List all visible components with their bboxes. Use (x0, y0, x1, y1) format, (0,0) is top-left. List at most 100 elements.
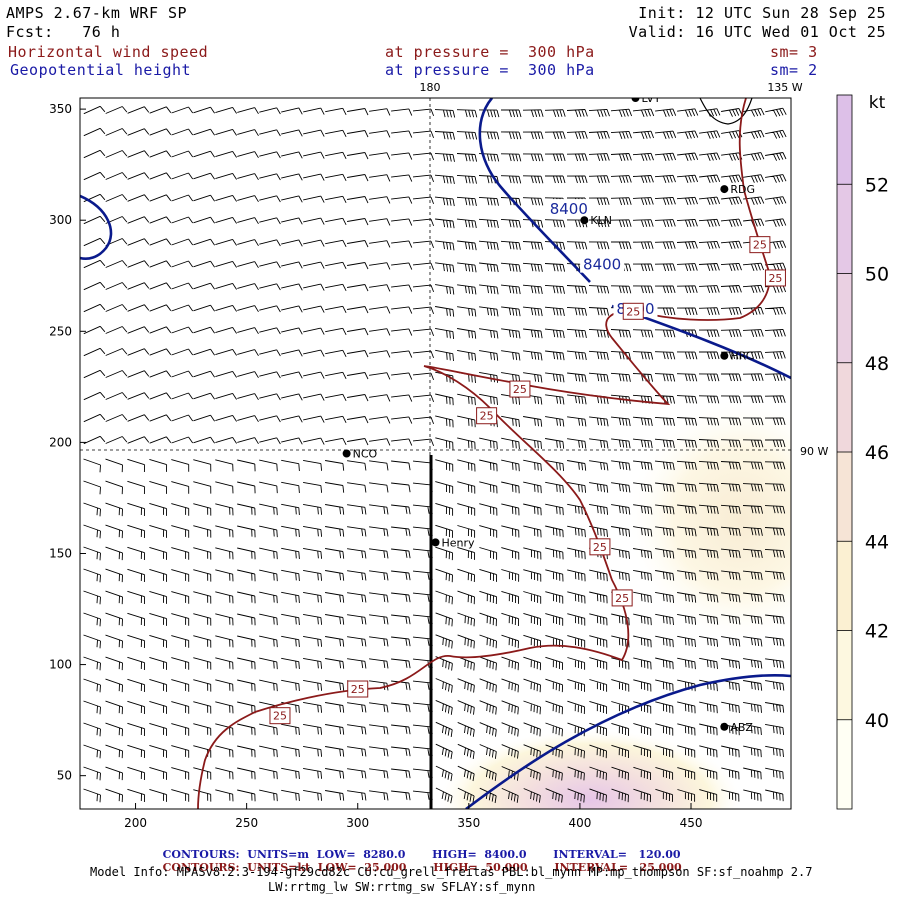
colorbar-band (837, 184, 852, 274)
speed-contour-label: 25 (593, 541, 607, 554)
contour-units: UNITS=m (247, 848, 310, 861)
colorbar-band (837, 452, 852, 542)
x-tick-label: 300 (346, 816, 369, 830)
lon-label-135w: 135 W (767, 81, 802, 94)
colorbar-tick-label: 48 (865, 353, 889, 375)
speed-label-box (764, 269, 786, 287)
model-title: AMPS 2.67-km WRF SP (6, 4, 188, 22)
x-tick-label: 450 (680, 816, 703, 830)
plot-frame (79, 97, 792, 810)
speed-label-box (622, 302, 644, 320)
wind-barbs (83, 105, 787, 804)
station-marker (720, 351, 729, 360)
field2-level: at pressure = 300 hPa (385, 61, 595, 79)
height-contour-west (80, 194, 113, 260)
height-contour-south (465, 674, 791, 809)
height-contour-label: 8400 (583, 256, 621, 274)
contour-interval: INTERVAL= 120.00 (553, 848, 681, 861)
y-tick-label: 350 (49, 102, 72, 116)
station-label: Henry (442, 536, 476, 549)
height-contour-label: 8400 (550, 200, 588, 218)
y-tick-label: 50 (57, 769, 72, 783)
model-info-line1: Model Info: MPASv8.2.3-194-gf29cd82c CU:… (90, 865, 813, 879)
model-info-line2: LW:rrtmg_lw SW:rrtmg_sw SFLAY:sf_mynn (268, 880, 536, 894)
colorbar-band (837, 541, 852, 631)
speed-contour-label: 25 (753, 239, 767, 252)
coastline (699, 98, 753, 125)
wind-barb-field (83, 105, 787, 804)
contour-high: HIGH= 8400.0 (432, 848, 527, 861)
colorbar-band (837, 719, 852, 809)
speed-contour-label: 25 (480, 410, 494, 423)
station-marker (720, 722, 729, 731)
field1-smoothing: sm= 3 (770, 43, 818, 61)
station-marker (631, 98, 640, 102)
init-time: Init: 12 UTC Sun 28 Sep 25 (638, 4, 886, 22)
colorbar-unit: kt (869, 93, 886, 113)
station-marker (720, 185, 729, 194)
colorbar-tick-label: 42 (865, 621, 889, 643)
speed-label-box (589, 538, 611, 556)
colorbar-band (837, 95, 852, 185)
height-label-bg (580, 254, 625, 273)
speed-contour-label: 25 (513, 383, 527, 396)
height-contour-north (478, 98, 591, 283)
speed-label-box (347, 680, 369, 698)
station-label: RDG (730, 183, 755, 196)
contour-info-speed: CONTOURS: UNITS=kt LOW= 25.000 HIGH= 50.… (155, 851, 682, 873)
y-tick-label: 150 (49, 546, 72, 560)
contour-low: LOW= 8280.0 (316, 848, 406, 861)
x-tick-label: 200 (124, 816, 147, 830)
speed-contour-label: 25 (273, 710, 287, 723)
colorbar-tick-label: 44 (865, 531, 889, 553)
station-label: LVT (641, 92, 660, 105)
forecast-hour: Fcst: 76 h (6, 23, 121, 41)
y-tick-label: 300 (49, 213, 72, 227)
station-label: HRC (730, 350, 753, 363)
contour-interval: INTERVAL= 25.000 (554, 861, 682, 874)
contour-high: HIGH= 50.000 (433, 861, 528, 874)
field1-level: at pressure = 300 hPa (385, 43, 595, 61)
field2-smoothing: sm= 2 (770, 61, 818, 79)
contour-label: CONTOURS: (162, 861, 240, 874)
speed-label-box (269, 707, 291, 725)
station-marker (580, 216, 589, 225)
speed-label-box (476, 407, 498, 425)
station-marker (342, 449, 351, 458)
speed-contour-label: 25 (351, 683, 365, 696)
field1-name: Horizontal wind speed (8, 43, 209, 61)
x-tick-label: 400 (568, 816, 591, 830)
speed-contour-label: 25 (626, 305, 640, 318)
jet-shading-east (630, 400, 791, 640)
station-label: KLN (590, 214, 612, 227)
contour-label: CONTOURS: (162, 848, 240, 861)
y-tick-label: 250 (49, 324, 72, 338)
lon-label-90w: 90 W (800, 445, 828, 458)
speed-label-box (611, 589, 633, 607)
contour-units: UNITS=kt (247, 861, 311, 874)
colorbar-tick-label: 40 (865, 710, 889, 732)
height-label-bg (546, 199, 591, 218)
x-tick-label: 350 (457, 816, 480, 830)
station-label: ABZ (730, 721, 753, 734)
speed-label-box (749, 236, 771, 254)
colorbar-band (837, 273, 852, 363)
station-label: NCO (353, 448, 378, 461)
speed-contour-label: 25 (768, 272, 782, 285)
valid-time: Valid: 16 UTC Wed 01 Oct 25 (628, 23, 886, 41)
colorbar-tick-label: 52 (865, 174, 889, 196)
station-marker (431, 538, 440, 547)
colorbar-tick-label: 46 (865, 442, 889, 464)
lon-label-180: 180 (420, 81, 441, 94)
colorbar-band (837, 630, 852, 720)
contour-info-height: CONTOURS: UNITS=m LOW= 8280.0 HIGH= 8400… (155, 838, 681, 860)
field2-name: Geopotential height (10, 61, 192, 79)
colorbar-tick-label: 50 (865, 264, 889, 286)
x-tick-label: 250 (235, 816, 258, 830)
colorbar-band (837, 362, 852, 452)
speed-label-box (509, 380, 531, 398)
speed-contour-label: 25 (615, 592, 629, 605)
y-tick-label: 100 (49, 658, 72, 672)
